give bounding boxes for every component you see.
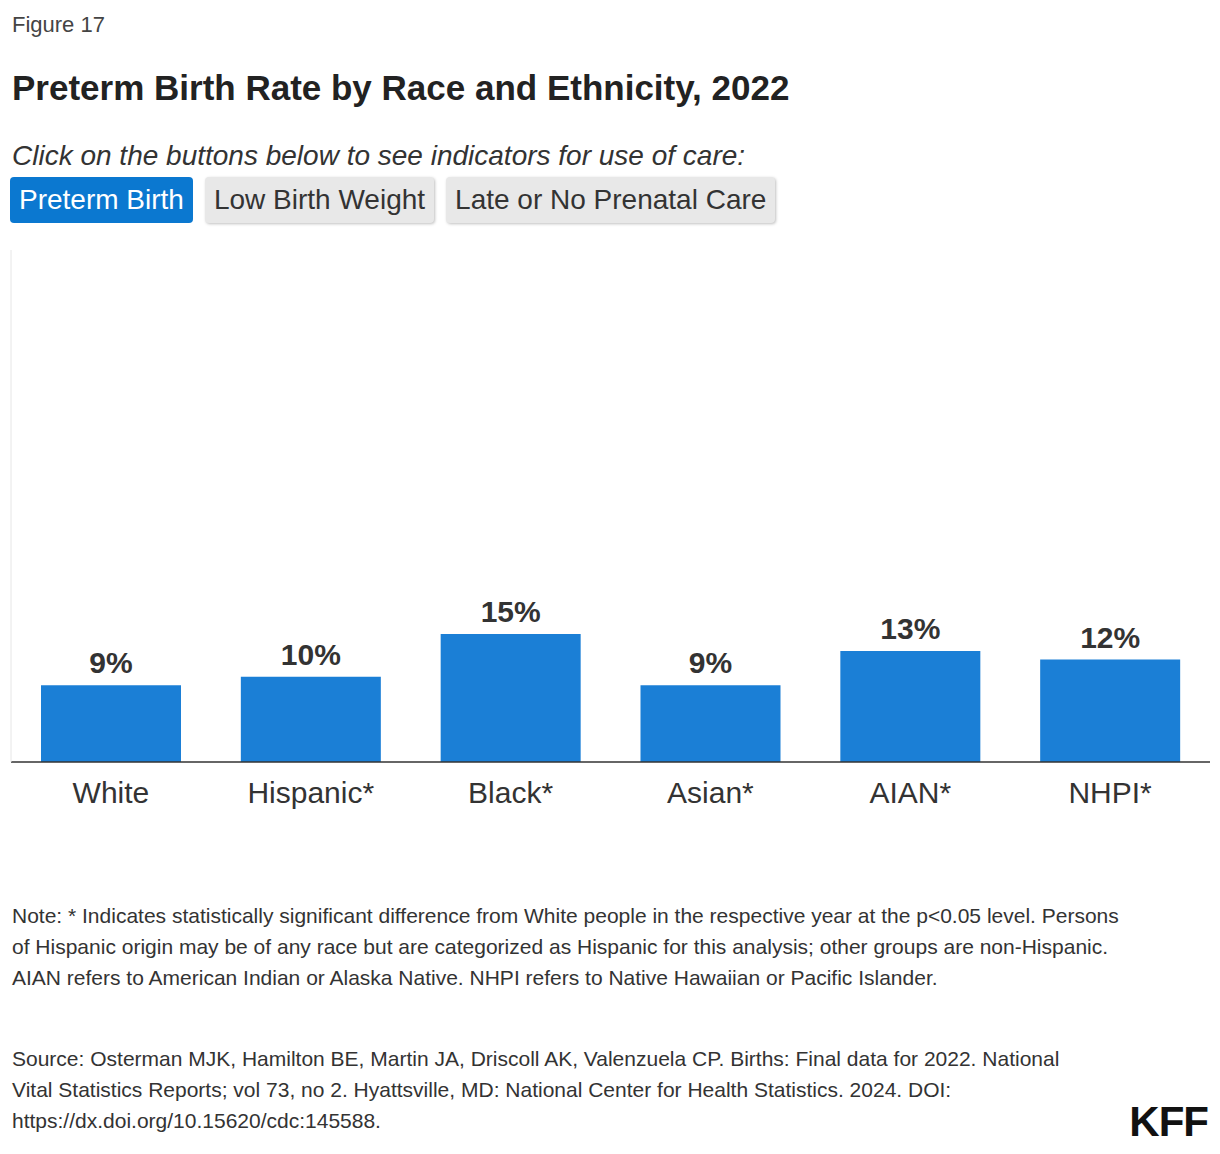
svg-text:NHPI*: NHPI* <box>1068 776 1152 809</box>
svg-text:Black*: Black* <box>468 776 553 809</box>
svg-text:AIAN*: AIAN* <box>869 776 951 809</box>
svg-text:10%: 10% <box>281 638 341 671</box>
svg-text:15%: 15% <box>481 595 541 628</box>
svg-text:9%: 9% <box>89 646 132 679</box>
html-text:Note: * Indicates statisticall: Note: * Indicates statistically signific… <box>12 904 1119 989</box>
html-text:KFF: KFF <box>1129 1098 1208 1145</box>
svg-text:9%: 9% <box>689 646 732 679</box>
html-text:Preterm Birth: Preterm Birth <box>19 184 184 215</box>
html-text:Preterm Birth Rate by Race and: Preterm Birth Rate by Race and Ethnicity… <box>12 68 790 107</box>
svg-text:Hispanic*: Hispanic* <box>247 776 374 809</box>
html-text:Low Birth Weight: Low Birth Weight <box>213 184 426 215</box>
html-text:Late or No Prenatal Care: Late or No Prenatal Care <box>455 184 767 215</box>
svg-text:12%: 12% <box>1080 621 1140 654</box>
svg-text:Asian*: Asian* <box>667 776 754 809</box>
html-text:Source: Osterman MJK, Hamilton: Source: Osterman MJK, Hamilton BE, Marti… <box>12 1047 1060 1132</box>
svg-text:White: White <box>73 776 150 809</box>
html-text:Figure 17: Figure 17 <box>12 12 105 37</box>
html-text:Click on the buttons below to: Click on the buttons below to see indica… <box>12 140 746 171</box>
svg-text:13%: 13% <box>880 612 940 645</box>
